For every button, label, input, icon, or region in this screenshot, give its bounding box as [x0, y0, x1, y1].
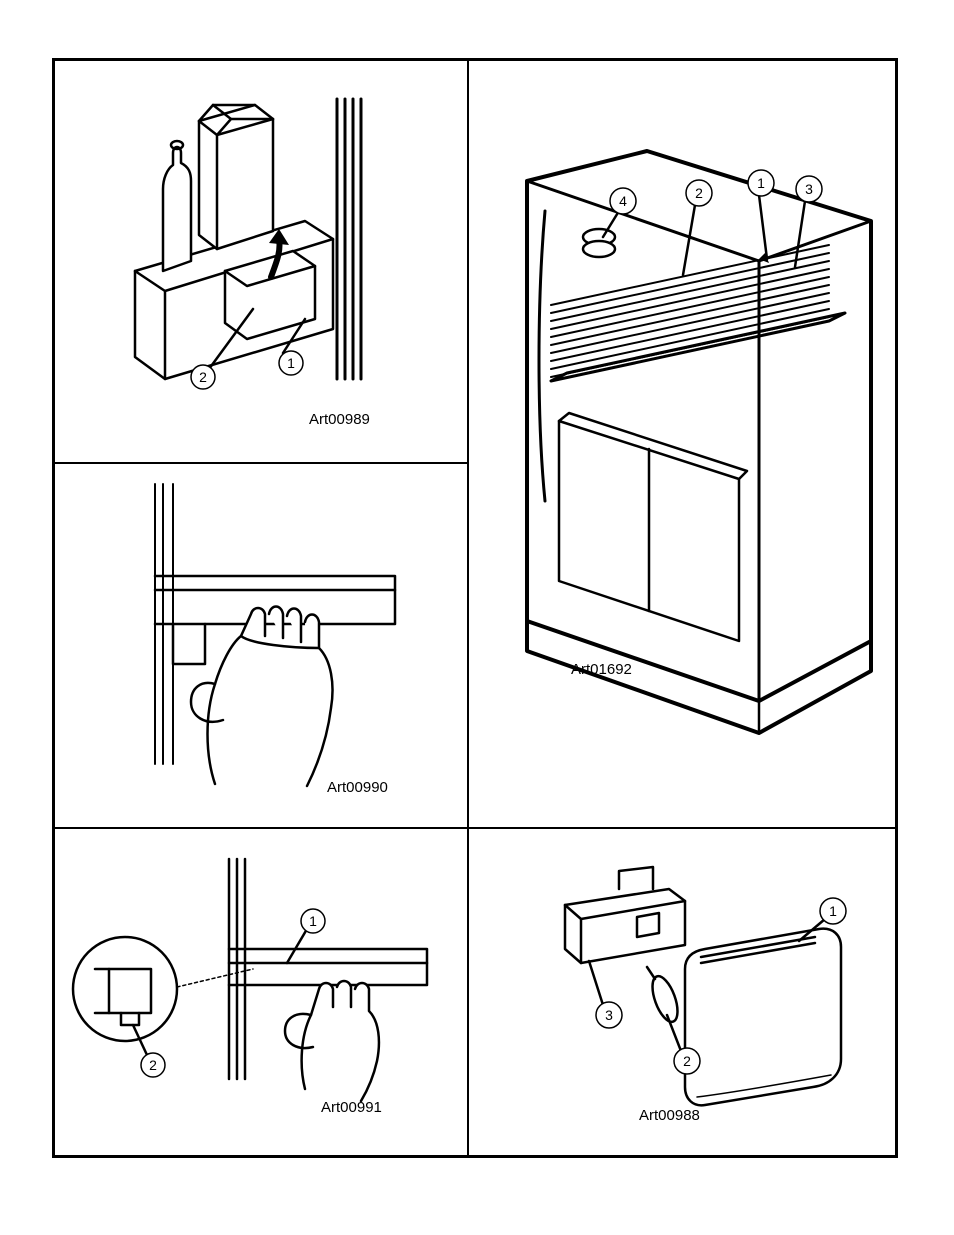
page: 1 2 Art00989: [0, 0, 954, 1235]
callout-2: 2: [695, 185, 703, 201]
drawing-hand-shelf: [55, 464, 469, 829]
caption: Art01692: [571, 661, 632, 678]
figure-light-assembly: 1 2 3 Art00988: [469, 829, 895, 1155]
drawing-interior: 4 2 1 3: [469, 61, 895, 829]
callout-2: 2: [683, 1053, 691, 1069]
drawing-door-bin: 1 2: [55, 61, 469, 464]
figure-door-bin: 1 2 Art00989: [55, 61, 469, 464]
callout-1: 1: [829, 903, 837, 919]
caption: Art00991: [321, 1099, 382, 1116]
drawing-hand-detail: 1 2: [55, 829, 469, 1155]
callout-4: 4: [619, 193, 627, 209]
figure-interior: 4 2 1 3 Art01692: [469, 61, 895, 829]
figure-grid: 1 2 Art00989: [52, 58, 898, 1158]
callout-2: 2: [199, 369, 207, 385]
caption: Art00990: [327, 779, 388, 796]
callout-1: 1: [757, 175, 765, 191]
figure-hand-shelf: Art00990: [55, 464, 469, 829]
callout-3: 3: [605, 1007, 613, 1023]
caption: Art00989: [309, 411, 370, 428]
figure-hand-detail: 1 2 Art00991: [55, 829, 469, 1155]
callout-2: 2: [149, 1057, 157, 1073]
caption: Art00988: [639, 1107, 700, 1124]
callout-1: 1: [287, 355, 295, 371]
callout-3: 3: [805, 181, 813, 197]
callout-1: 1: [309, 913, 317, 929]
